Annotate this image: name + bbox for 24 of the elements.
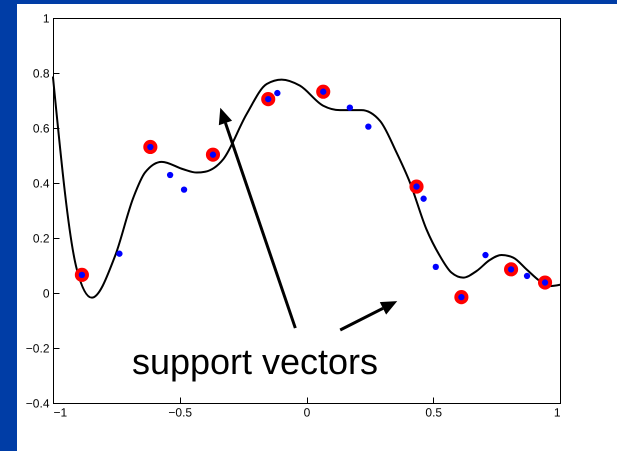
y-tick-label: 1 — [42, 12, 50, 26]
annotation: support vectors — [132, 341, 378, 382]
x-tick-label: 0.5 — [425, 406, 442, 420]
y-tick-label: 0 — [42, 286, 50, 300]
y-tick-label: −0.2 — [26, 342, 50, 356]
point — [116, 250, 123, 257]
point — [524, 272, 530, 280]
point — [365, 123, 372, 130]
point — [420, 196, 427, 202]
y-tick-label: 0.6 — [32, 122, 50, 136]
y-tick-label: 0.4 — [32, 176, 50, 190]
point — [346, 104, 354, 111]
point — [166, 172, 174, 178]
point — [274, 90, 281, 96]
x-tick-label: 1 — [554, 406, 561, 420]
x-tick-label: 0 — [304, 406, 311, 420]
y-tick-label: 0.8 — [32, 66, 50, 80]
y-tick-label: 0.2 — [32, 232, 50, 246]
x-tick-label: −0.5 — [168, 406, 192, 420]
point — [432, 264, 439, 270]
point — [482, 252, 489, 258]
y-tick-label: −0.4 — [26, 396, 50, 410]
x-tick-label: −1 — [54, 406, 68, 420]
point — [180, 186, 188, 193]
